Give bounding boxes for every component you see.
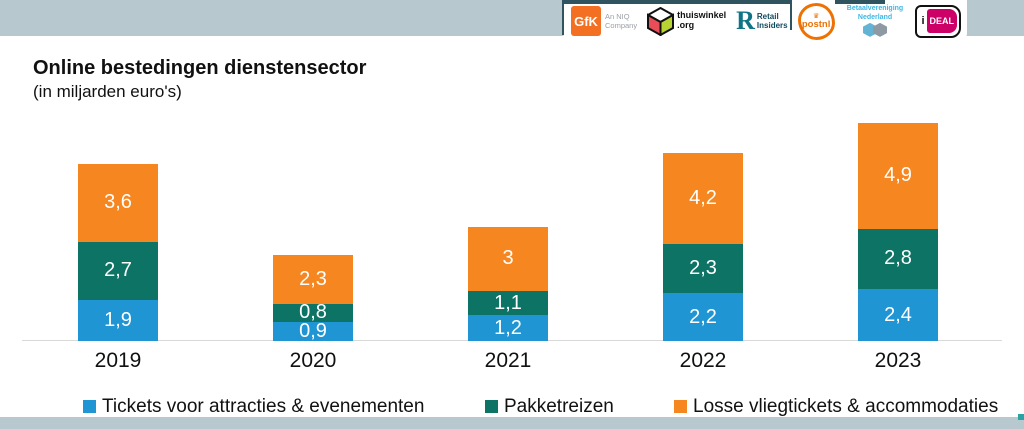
bar-value-label: 2,8 xyxy=(884,247,912,270)
bar-segment-2021-s1: 1,1 xyxy=(468,291,548,316)
bar-value-label: 0,9 xyxy=(299,319,327,342)
bar-value-label: 3 xyxy=(502,247,514,270)
bar-value-label: 4,9 xyxy=(884,164,912,187)
bar-value-label: 0,8 xyxy=(299,301,327,324)
bar-segment-2022-s2: 4,2 xyxy=(663,153,743,244)
retail-insiders-logo: R Retail Insiders xyxy=(736,6,787,36)
thuiswinkel-logo-text: thuiswinkel .org xyxy=(677,10,727,30)
bar-segment-2019-s1: 2,7 xyxy=(78,241,158,300)
bar-value-label: 2,3 xyxy=(299,267,327,290)
x-axis-label-2021: 2021 xyxy=(484,349,532,372)
legend-label: Losse vliegtickets & accommodaties xyxy=(693,396,999,417)
bar-value-label: 1,1 xyxy=(494,291,522,314)
gfk-logo-subtext: An NIQ Company xyxy=(605,12,638,30)
x-axis-label-2022: 2022 xyxy=(679,349,727,372)
bar-value-label: 4,2 xyxy=(689,186,717,209)
x-axis-label-2023: 2023 xyxy=(874,349,922,372)
betaalvereniging-hex-icon xyxy=(863,22,888,37)
bar-value-label: 1,9 xyxy=(104,308,132,331)
betaalvereniging-logo-text: Betaalvereniging Nederland xyxy=(846,5,904,21)
betaalvereniging-logo: Betaalvereniging Nederland xyxy=(845,5,906,37)
chart-title: Online bestedingen dienstensector xyxy=(33,57,367,79)
bar-segment-2020-s0: 0,9 xyxy=(273,319,353,342)
bar-segment-2023-s2: 4,9 xyxy=(858,122,938,229)
x-axis-label-2019: 2019 xyxy=(94,349,142,372)
accent-divider xyxy=(562,0,564,35)
bar-segment-2022-s1: 2,3 xyxy=(663,243,743,294)
retail-insiders-r-icon: R xyxy=(736,6,755,35)
legend-swatch-icon xyxy=(485,400,498,413)
ideal-logo-deal: DEAL xyxy=(926,9,957,33)
x-axis-label-2020: 2020 xyxy=(289,349,337,372)
accent-strip xyxy=(563,0,792,4)
bar-segment-2023-s0: 2,4 xyxy=(858,289,938,341)
thuiswinkel-cube-icon xyxy=(647,6,675,36)
bar-value-label: 3,6 xyxy=(104,191,132,214)
legend-label: Tickets voor attracties & evenementen xyxy=(102,396,425,417)
gfk-logo: GfK An NIQ Company xyxy=(571,6,637,36)
bar-value-label: 2,2 xyxy=(689,305,717,328)
thuiswinkel-logo: thuiswinkel .org xyxy=(647,6,727,36)
bar-value-label: 2,4 xyxy=(884,303,912,326)
accent-strip xyxy=(835,0,885,4)
bar-value-label: 1,2 xyxy=(494,316,522,339)
bar-segment-2021-s2: 3 xyxy=(468,226,548,292)
legend-swatch-icon xyxy=(674,400,687,413)
bar-segment-2021-s0: 1,2 xyxy=(468,315,548,341)
bar-segment-2022-s0: 2,2 xyxy=(663,293,743,341)
legend-swatch-icon xyxy=(83,400,96,413)
postnl-logo: ♛ postnl xyxy=(797,2,835,40)
chart-subtitle: (in miljarden euro's) xyxy=(33,82,182,101)
legend-item-0: Tickets voor attracties & evenementen xyxy=(83,396,424,418)
bar-segment-2019-s0: 1,9 xyxy=(78,299,158,341)
legend-item-1: Pakketreizen xyxy=(485,396,614,418)
bar-segment-2020-s1: 0,8 xyxy=(273,301,353,324)
logo-band: GfK An NIQ Company thuiswinkel .org R Re… xyxy=(563,0,967,41)
corner-accent-icon xyxy=(1018,414,1024,420)
postnl-logo-icon: ♛ postnl xyxy=(797,2,835,40)
legend-label: Pakketreizen xyxy=(504,396,614,417)
bar-segment-2020-s2: 2,3 xyxy=(273,254,353,305)
bar-segment-2023-s1: 2,8 xyxy=(858,228,938,290)
accent-divider xyxy=(790,0,792,30)
retail-insiders-logo-text: Retail Insiders xyxy=(756,11,788,30)
bar-segment-2019-s2: 3,6 xyxy=(78,163,158,242)
footer-strip xyxy=(0,417,1024,429)
ideal-logo: i DEAL xyxy=(915,4,961,38)
legend-item-2: Losse vliegtickets & accommodaties xyxy=(674,396,998,418)
ideal-logo-i: i xyxy=(921,15,925,27)
gfk-logo-icon: GfK xyxy=(571,6,601,36)
bar-value-label: 2,7 xyxy=(104,259,132,282)
bar-value-label: 2,3 xyxy=(689,257,717,280)
